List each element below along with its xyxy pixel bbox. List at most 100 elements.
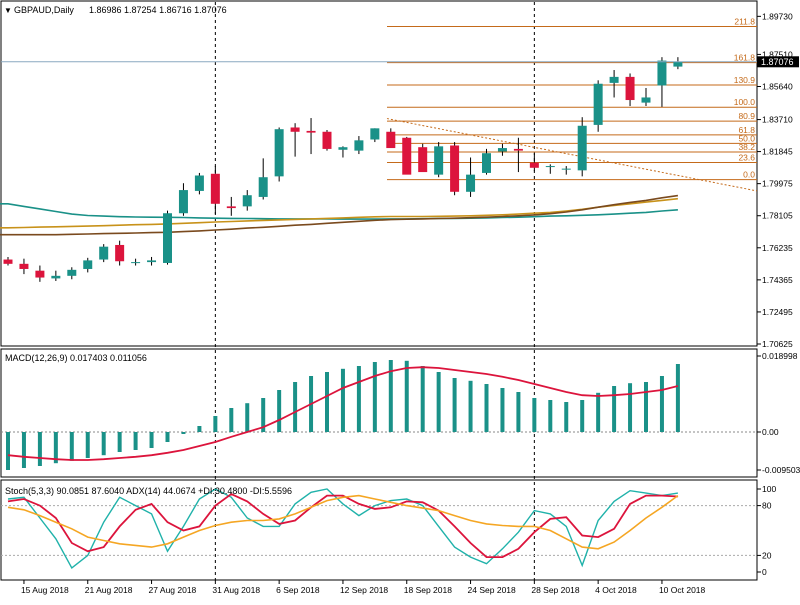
time-axis: 15 Aug 2018 21 Aug 2018 27 Aug 2018 31 Aug … <box>21 580 706 595</box>
current-price-tag <box>757 56 799 68</box>
macd-bar <box>436 372 441 432</box>
osc-tick-label: 0 <box>762 567 767 577</box>
macd-bar <box>69 432 74 461</box>
candle-body <box>545 166 555 168</box>
candle-body <box>529 162 539 168</box>
candle-body <box>19 263 29 269</box>
macd-bar <box>388 360 393 432</box>
macd-bar <box>53 432 58 464</box>
candle-body <box>194 175 204 191</box>
macd-bar <box>133 432 138 450</box>
macd-bar <box>628 383 633 432</box>
candle-body <box>338 147 348 150</box>
fib-level-label: 161.8 <box>734 53 756 63</box>
candle-body <box>290 127 300 132</box>
time-tick-label: 24 Sep 2018 <box>468 585 516 595</box>
macd-bar <box>325 372 329 432</box>
macd-bar <box>532 398 537 432</box>
macd-bar <box>675 364 680 432</box>
candle-body <box>625 76 635 101</box>
macd-bar <box>6 432 10 470</box>
macd-tick-label: -0.009503 <box>762 465 800 475</box>
candle-body <box>593 83 603 125</box>
price-tick-label: 1.79975 <box>762 179 793 189</box>
fib-level-label: 23.6 <box>738 152 755 162</box>
candle-body <box>657 60 667 86</box>
time-tick-label: 12 Sep 2018 <box>340 585 388 595</box>
price-tick-label: 1.78105 <box>762 211 793 221</box>
oscillator-line-0 <box>7 488 679 569</box>
macd-bar <box>213 416 218 432</box>
fib-level-label: 130.9 <box>734 75 756 85</box>
candle-body <box>35 270 45 278</box>
price-pane[interactable] <box>0 0 758 347</box>
candle-body <box>609 76 619 83</box>
macd-bar <box>293 382 298 432</box>
collapse-arrow-icon[interactable]: ▼ <box>4 6 12 15</box>
candle-body <box>386 131 396 149</box>
macd-bar <box>644 382 648 432</box>
oscillator-title: Stoch(5,3,3) 90.0851 87.6040 ADX(14) 44.… <box>5 486 292 496</box>
time-tick-label: 18 Sep 2018 <box>404 585 452 595</box>
candle-body <box>274 129 284 177</box>
time-tick-label: 21 Aug 2018 <box>85 585 133 595</box>
time-tick-label: 27 Aug 2018 <box>149 585 197 595</box>
macd-bar <box>372 362 377 432</box>
candle-body <box>226 206 236 209</box>
macd-bar <box>596 392 601 432</box>
candle-body <box>163 213 172 263</box>
macd-tick-label: 0.00 <box>762 427 779 437</box>
macd-bar <box>420 366 425 432</box>
candle-body <box>497 148 507 152</box>
candle-body <box>577 125 587 171</box>
ohlc-values: 1.86986 1.87254 1.86716 1.87076 <box>89 5 227 15</box>
price-tick-label: 1.87510 <box>762 49 793 59</box>
price-tick-label: 1.72495 <box>762 307 793 317</box>
macd-signal-line <box>7 366 679 461</box>
current-price-label: 1.87076 <box>761 57 794 67</box>
macd-bar <box>165 432 170 442</box>
candle-body <box>67 269 77 276</box>
macd-bar <box>181 432 186 434</box>
candle-body <box>354 140 364 151</box>
osc-tick-label: 80 <box>762 501 772 511</box>
macd-bar <box>452 378 457 432</box>
fib-level-label: 100.0 <box>734 97 756 107</box>
candle-body <box>466 174 476 192</box>
macd-bar <box>612 386 617 432</box>
time-tick-label: 31 Aug 2018 <box>212 585 260 595</box>
macd-bar <box>277 390 282 432</box>
candle-body <box>51 275 61 279</box>
candle-body <box>147 260 157 263</box>
symbol-title: GBPAUD,Daily <box>14 5 74 15</box>
time-tick-label: 4 Oct 2018 <box>595 585 637 595</box>
candle-body <box>450 145 460 192</box>
candle-body <box>115 244 125 262</box>
candle-body <box>83 260 93 269</box>
candle-body <box>513 148 523 151</box>
price-axis: 1.89730 1.87510 1.85640 1.83710 1.81845 1.799… <box>757 11 800 577</box>
macd-histogram <box>1 360 757 470</box>
price-tick-label: 1.83710 <box>762 115 793 125</box>
candle-body <box>322 131 332 149</box>
macd-bar <box>261 398 266 432</box>
fib-level-label: 80.9 <box>738 111 755 121</box>
candlesticks <box>3 57 683 282</box>
price-tick-label: 1.70625 <box>762 339 793 349</box>
macd-bar <box>468 380 473 432</box>
candle-body <box>402 137 412 175</box>
price-tick-label: 1.81845 <box>762 147 793 157</box>
macd-bar <box>101 432 106 456</box>
price-tick-label: 1.76235 <box>762 243 793 253</box>
moving-averages <box>0 194 679 236</box>
macd-bar <box>548 400 553 432</box>
fibonacci-retracement[interactable]: 211.8 161.8 130.9 100.0 80.9 61.850.038.223.6… <box>386 16 758 192</box>
price-tick-label: 1.74365 <box>762 275 793 285</box>
moving-average-mid <box>0 197 678 229</box>
candle-body <box>99 246 109 260</box>
macd-bar <box>500 388 505 432</box>
osc-tick-label: 100 <box>762 484 776 494</box>
candle-body <box>210 173 220 204</box>
candle-body <box>482 153 491 173</box>
